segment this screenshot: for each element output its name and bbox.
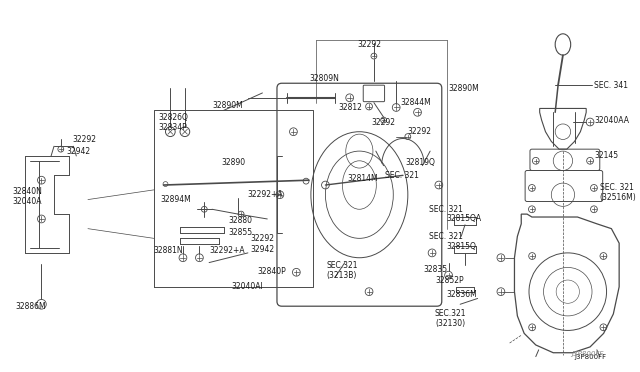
- Text: 32835: 32835: [423, 265, 447, 274]
- Text: (32516M): (32516M): [600, 193, 637, 202]
- Text: 32840P: 32840P: [257, 267, 286, 276]
- Text: SEC. 321: SEC. 321: [600, 183, 634, 192]
- Text: 32292+A: 32292+A: [209, 246, 244, 256]
- Text: 32819Q: 32819Q: [406, 158, 436, 167]
- Text: 32815Q: 32815Q: [447, 241, 477, 251]
- Text: SEC. 321: SEC. 321: [429, 232, 463, 241]
- Text: 32834P: 32834P: [159, 124, 188, 132]
- Text: SEC.321: SEC.321: [435, 310, 467, 318]
- Text: 32292: 32292: [408, 127, 432, 136]
- Text: 32942: 32942: [251, 246, 275, 254]
- Text: 32815QA: 32815QA: [447, 215, 482, 224]
- Circle shape: [303, 178, 309, 184]
- Text: J3P800FF: J3P800FF: [575, 354, 607, 360]
- Text: SEC. 321: SEC. 321: [429, 205, 463, 214]
- Text: SEC. 321: SEC. 321: [385, 171, 419, 180]
- Text: (3213B): (3213B): [326, 271, 356, 280]
- Text: 32292+A: 32292+A: [248, 190, 284, 199]
- Text: 32809N: 32809N: [309, 74, 339, 83]
- Text: 32942: 32942: [67, 147, 91, 155]
- Text: 32890M: 32890M: [212, 101, 243, 110]
- Text: 32890: 32890: [221, 158, 246, 167]
- Text: 32040AA: 32040AA: [594, 116, 629, 125]
- Text: 32292: 32292: [72, 135, 97, 144]
- Text: 32292: 32292: [251, 234, 275, 243]
- Text: 32812: 32812: [338, 103, 362, 112]
- Text: 32292: 32292: [357, 40, 381, 49]
- Text: J3P800FF: J3P800FF: [572, 351, 604, 357]
- Text: 32836M: 32836M: [447, 290, 477, 299]
- Text: 32844M: 32844M: [400, 98, 431, 107]
- Text: 32826Q: 32826Q: [159, 113, 189, 122]
- Text: 32040Al: 32040Al: [232, 282, 263, 291]
- Text: 32881N: 32881N: [154, 246, 184, 256]
- Text: 32145: 32145: [594, 151, 618, 160]
- Text: 32894M: 32894M: [161, 195, 191, 204]
- Text: 32040A: 32040A: [12, 197, 42, 206]
- Text: 32852P: 32852P: [435, 276, 463, 285]
- Text: SEC.321: SEC.321: [326, 261, 358, 270]
- Text: 32840N: 32840N: [12, 187, 42, 196]
- Text: 32855: 32855: [228, 228, 253, 237]
- Text: 32890M: 32890M: [449, 84, 479, 93]
- Text: (32130): (32130): [435, 319, 465, 328]
- Text: 32814M: 32814M: [348, 174, 378, 183]
- Text: 32292: 32292: [371, 118, 395, 126]
- Text: 32886M: 32886M: [15, 302, 46, 311]
- Text: SEC. 341: SEC. 341: [594, 81, 628, 90]
- Text: 32880: 32880: [228, 217, 253, 225]
